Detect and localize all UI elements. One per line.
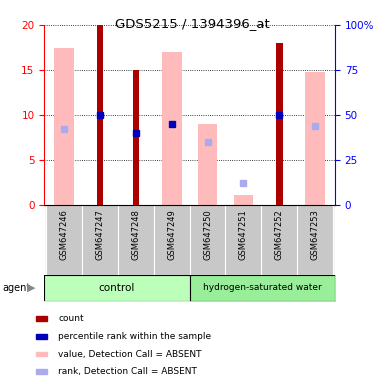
Text: GDS5215 / 1394396_at: GDS5215 / 1394396_at [115,17,270,30]
Bar [36,334,47,339]
Bar [198,124,218,205]
Bar [46,205,82,275]
Text: ▶: ▶ [27,283,35,293]
Bar [82,205,118,275]
Bar [261,205,297,275]
Text: count: count [59,314,84,323]
Text: GSM647253: GSM647253 [311,209,320,260]
Bar [36,369,47,374]
Bar [154,205,190,275]
Text: GSM647249: GSM647249 [167,209,176,260]
Bar [226,205,261,275]
Text: GSM647250: GSM647250 [203,209,212,260]
Text: GSM647251: GSM647251 [239,209,248,260]
Text: percentile rank within the sample: percentile rank within the sample [59,332,211,341]
Bar [118,205,154,275]
Bar [305,72,325,205]
Text: agent: agent [2,283,30,293]
Bar [162,52,182,205]
Bar [36,352,47,356]
Bar [97,25,103,205]
Text: GSM647247: GSM647247 [95,209,104,260]
Text: GSM647248: GSM647248 [131,209,140,260]
Bar [54,48,74,205]
Bar [190,205,226,275]
Text: control: control [99,283,135,293]
Text: hydrogen-saturated water: hydrogen-saturated water [203,283,321,293]
Text: GSM647246: GSM647246 [60,209,69,260]
Bar [36,316,47,321]
Bar [276,43,283,205]
Bar [297,205,333,275]
Text: rank, Detection Call = ABSENT: rank, Detection Call = ABSENT [59,367,197,376]
Bar [234,195,253,205]
Text: value, Detection Call = ABSENT: value, Detection Call = ABSENT [59,349,202,359]
Bar [132,70,139,205]
Text: GSM647252: GSM647252 [275,209,284,260]
